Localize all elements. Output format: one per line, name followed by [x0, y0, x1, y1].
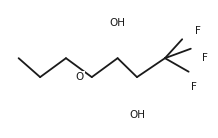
Text: F: F: [195, 26, 201, 36]
Text: F: F: [191, 82, 197, 92]
Text: OH: OH: [110, 18, 126, 28]
Text: F: F: [202, 53, 208, 63]
Text: O: O: [76, 72, 84, 82]
Text: OH: OH: [129, 110, 145, 120]
